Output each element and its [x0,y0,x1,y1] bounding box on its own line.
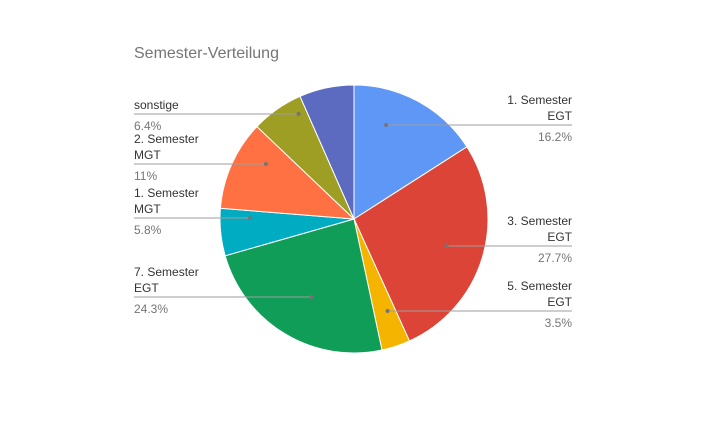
leader-dot-sonstige [296,112,301,116]
slice-label-1-semester-mgt: MGT [134,202,161,216]
chart-title: Semester-Verteilung [134,45,279,62]
slice-label-7-semester-egt: EGT [134,281,159,295]
pie-slices [219,84,489,354]
slice-label-2-semester-mgt: MGT [134,148,161,162]
slice-labels: 1. Semester EGT 16.2% 3. Semester EGT 27.7% 5.… [134,93,573,330]
leader-dot-3-semester-egt [444,244,449,248]
pie-slice-unlabeled[interactable] [299,84,355,220]
slice-percent-1-semester-egt: 16.2% [538,130,572,144]
leader-dot-5-semester-egt [385,309,390,313]
slice-label-2-semester-mgt: 2. Semester [134,132,199,146]
leader-dot-2-semester-mgt [263,162,268,166]
slice-label-1-semester-mgt: 1. Semester [134,186,199,200]
slice-label-3-semester-egt: 3. Semester [507,214,572,228]
slice-percent-1-semester-mgt: 5.8% [134,223,162,237]
slice-label-1-semester-egt: 1. Semester [507,93,572,107]
leader-dot-1-semester-egt [384,123,389,127]
slice-percent-sonstige: 6.4% [134,119,162,133]
slice-percent-2-semester-mgt: 11% [134,169,157,183]
pie-slice-1-semester-egt[interactable] [353,84,468,220]
slice-percent-7-semester-egt: 24.3% [134,302,168,316]
leader-dot-7-semester-egt [309,295,314,299]
slice-label-5-semester-egt: 5. Semester [507,279,572,293]
slice-label-5-semester-egt: EGT [547,295,572,309]
slice-label-3-semester-egt: EGT [547,230,572,244]
slice-label-1-semester-egt: EGT [547,109,572,123]
pie-slice-7-semester-egt[interactable] [224,218,383,354]
slice-label-7-semester-egt: 7. Semester [134,265,199,279]
slice-label-sonstige: sonstige [134,98,179,112]
leader-dot-1-semester-mgt [247,216,252,220]
slice-percent-5-semester-egt: 3.5% [545,316,573,330]
slice-percent-3-semester-egt: 27.7% [538,251,572,265]
